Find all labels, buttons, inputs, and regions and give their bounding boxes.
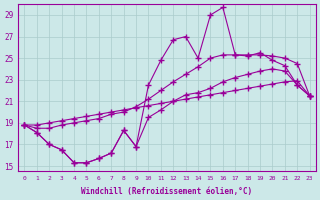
X-axis label: Windchill (Refroidissement éolien,°C): Windchill (Refroidissement éolien,°C)	[82, 187, 252, 196]
